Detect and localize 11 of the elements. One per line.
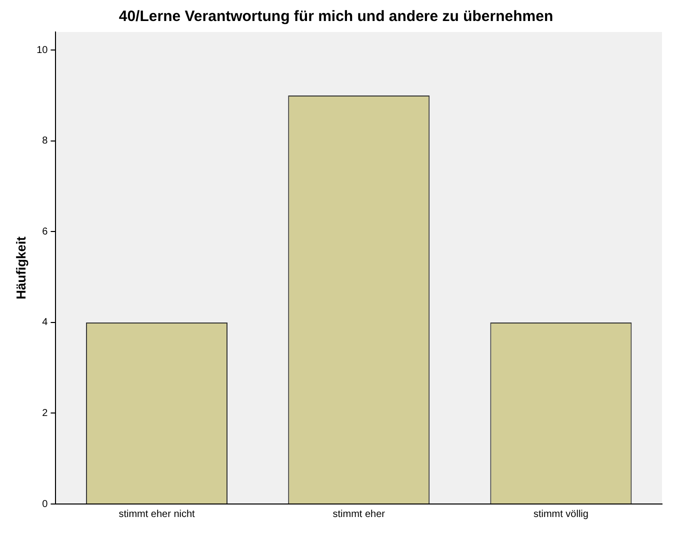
y-tick-label: 0 <box>42 498 48 510</box>
x-tick-label: stimmt eher nicht <box>118 508 196 520</box>
y-tick-label: 4 <box>42 317 48 328</box>
x-tick-label: stimmt eher <box>332 508 386 520</box>
y-tick-label: 8 <box>42 136 48 147</box>
x-tick-label: stimmt völlig <box>533 508 588 520</box>
y-tick-label: 2 <box>42 408 48 419</box>
y-axis-title: Häufigkeit <box>13 236 28 300</box>
y-tick-label: 6 <box>42 226 48 238</box>
chart-title: 40/Lerne Verantwortung für mich und andere zu übernehmen <box>118 8 554 26</box>
y-tick-label: 10 <box>36 44 48 56</box>
